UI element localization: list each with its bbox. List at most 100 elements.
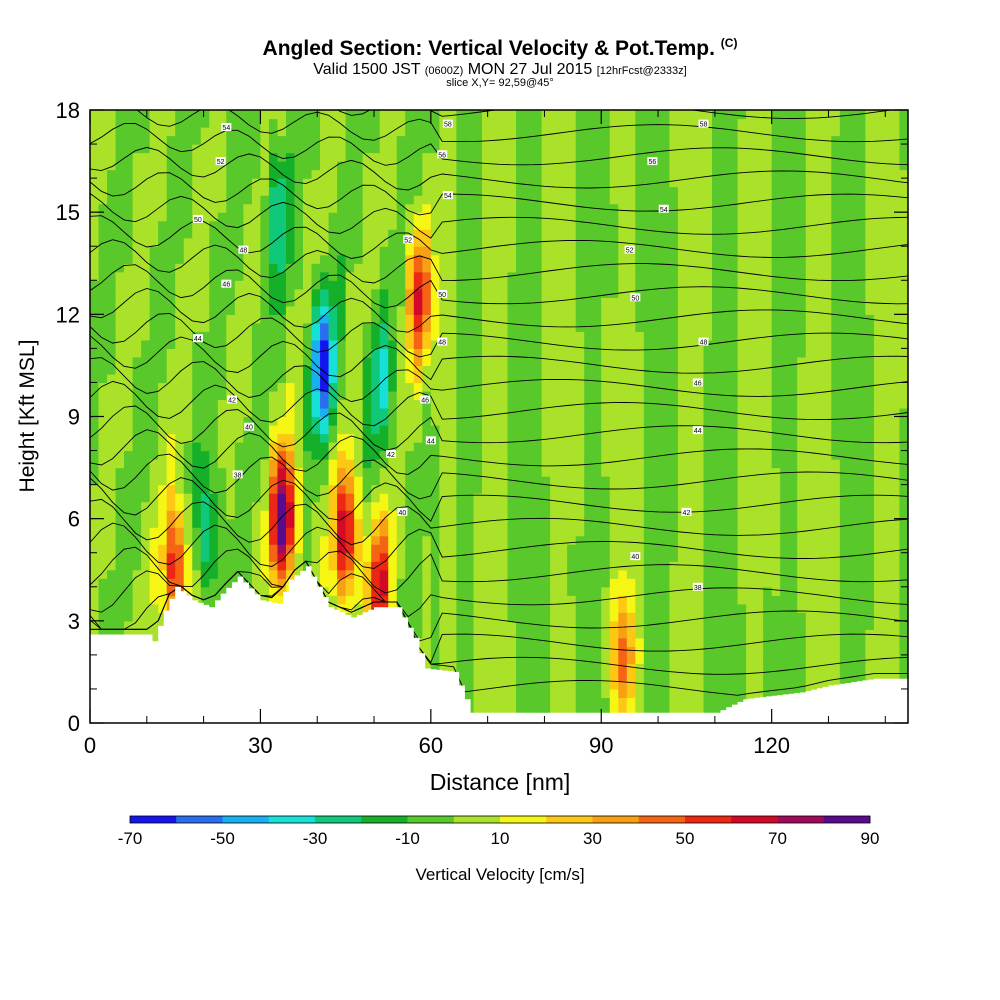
field-cell — [575, 186, 585, 196]
field-cell — [294, 237, 304, 247]
field-cell — [362, 510, 372, 520]
field-cell — [345, 161, 355, 171]
field-cell — [124, 484, 134, 494]
field-cell — [447, 612, 457, 622]
field-cell — [481, 144, 492, 154]
field-cell — [558, 118, 568, 128]
field-cell — [456, 399, 466, 409]
field-cell — [516, 297, 526, 307]
field-cell — [115, 527, 125, 537]
field-cell — [524, 442, 534, 452]
field-cell — [124, 237, 134, 247]
field-cell — [652, 169, 662, 179]
field-cell — [533, 390, 543, 401]
field-cell — [643, 493, 653, 503]
field-cell — [584, 356, 594, 367]
field-cell — [490, 510, 500, 520]
field-cell — [669, 297, 679, 307]
field-cell — [669, 484, 679, 494]
field-cell — [98, 399, 108, 409]
field-cell — [405, 459, 415, 469]
field-cell — [447, 297, 457, 307]
field-cell — [541, 220, 551, 230]
field-cell — [669, 127, 679, 137]
field-cell — [592, 169, 602, 179]
field-cell — [294, 118, 304, 128]
field-cell — [550, 586, 560, 596]
field-cell — [609, 646, 619, 656]
field-cell — [601, 390, 611, 401]
field-cell — [294, 186, 304, 196]
field-cell — [456, 331, 466, 341]
field-cell — [124, 169, 134, 179]
field-cell — [337, 552, 347, 562]
field-cell — [158, 493, 168, 503]
field-cell — [626, 671, 636, 682]
field-cell — [354, 135, 364, 145]
field-cell — [115, 493, 125, 503]
field-cell — [200, 356, 210, 367]
field-cell — [550, 127, 560, 137]
field-cell — [601, 416, 611, 426]
field-cell — [294, 425, 304, 435]
field-cell — [200, 433, 210, 443]
field-cell — [490, 586, 500, 596]
field-cell — [311, 348, 321, 358]
field-cell — [132, 399, 142, 409]
field-cell — [311, 552, 321, 562]
field-cell — [379, 144, 389, 154]
field-cell — [277, 578, 287, 588]
field-cell — [652, 561, 662, 571]
field-cell — [499, 127, 509, 137]
field-cell — [422, 152, 432, 162]
field-cell — [260, 322, 270, 332]
field-cell — [320, 246, 330, 256]
field-cell — [405, 527, 415, 537]
field-cell — [251, 314, 262, 324]
field-cell — [354, 373, 364, 384]
field-cell — [149, 161, 159, 171]
field-cell — [626, 237, 636, 247]
field-cell — [90, 118, 100, 128]
field-cell — [541, 263, 551, 273]
field-cell — [464, 339, 475, 349]
field-cell — [490, 425, 500, 435]
field-cell — [592, 144, 602, 154]
field-cell — [158, 280, 168, 290]
field-cell — [499, 527, 509, 537]
field-cell — [652, 612, 662, 622]
field-cell — [158, 544, 168, 554]
field-cell — [422, 348, 432, 358]
field-cell — [626, 169, 636, 179]
field-cell — [464, 467, 475, 477]
field-cell — [396, 110, 406, 120]
field-cell — [490, 305, 500, 315]
field-cell — [141, 169, 151, 179]
field-cell — [422, 484, 432, 494]
field-cell — [609, 356, 619, 367]
field-cell — [430, 195, 440, 205]
field-cell — [439, 399, 449, 409]
field-cell — [354, 527, 364, 537]
field-cell — [311, 527, 321, 537]
field-cell — [635, 169, 645, 179]
field-cell — [158, 586, 168, 596]
field-cell — [405, 220, 415, 230]
field-cell — [464, 263, 475, 273]
field-cell — [251, 407, 262, 418]
field-cell — [166, 305, 176, 315]
field-cell — [243, 561, 253, 571]
field-cell — [303, 552, 313, 562]
field-cell — [473, 399, 483, 409]
field-cell — [200, 382, 210, 392]
field-cell — [473, 118, 483, 128]
field-cell — [132, 484, 142, 494]
field-cell — [541, 680, 551, 690]
field-cell — [669, 663, 679, 673]
field-cell — [456, 254, 466, 264]
field-cell — [447, 501, 457, 511]
field-cell — [541, 356, 551, 367]
field-cell — [396, 331, 406, 341]
field-cell — [413, 288, 423, 298]
field-cell — [328, 433, 338, 443]
